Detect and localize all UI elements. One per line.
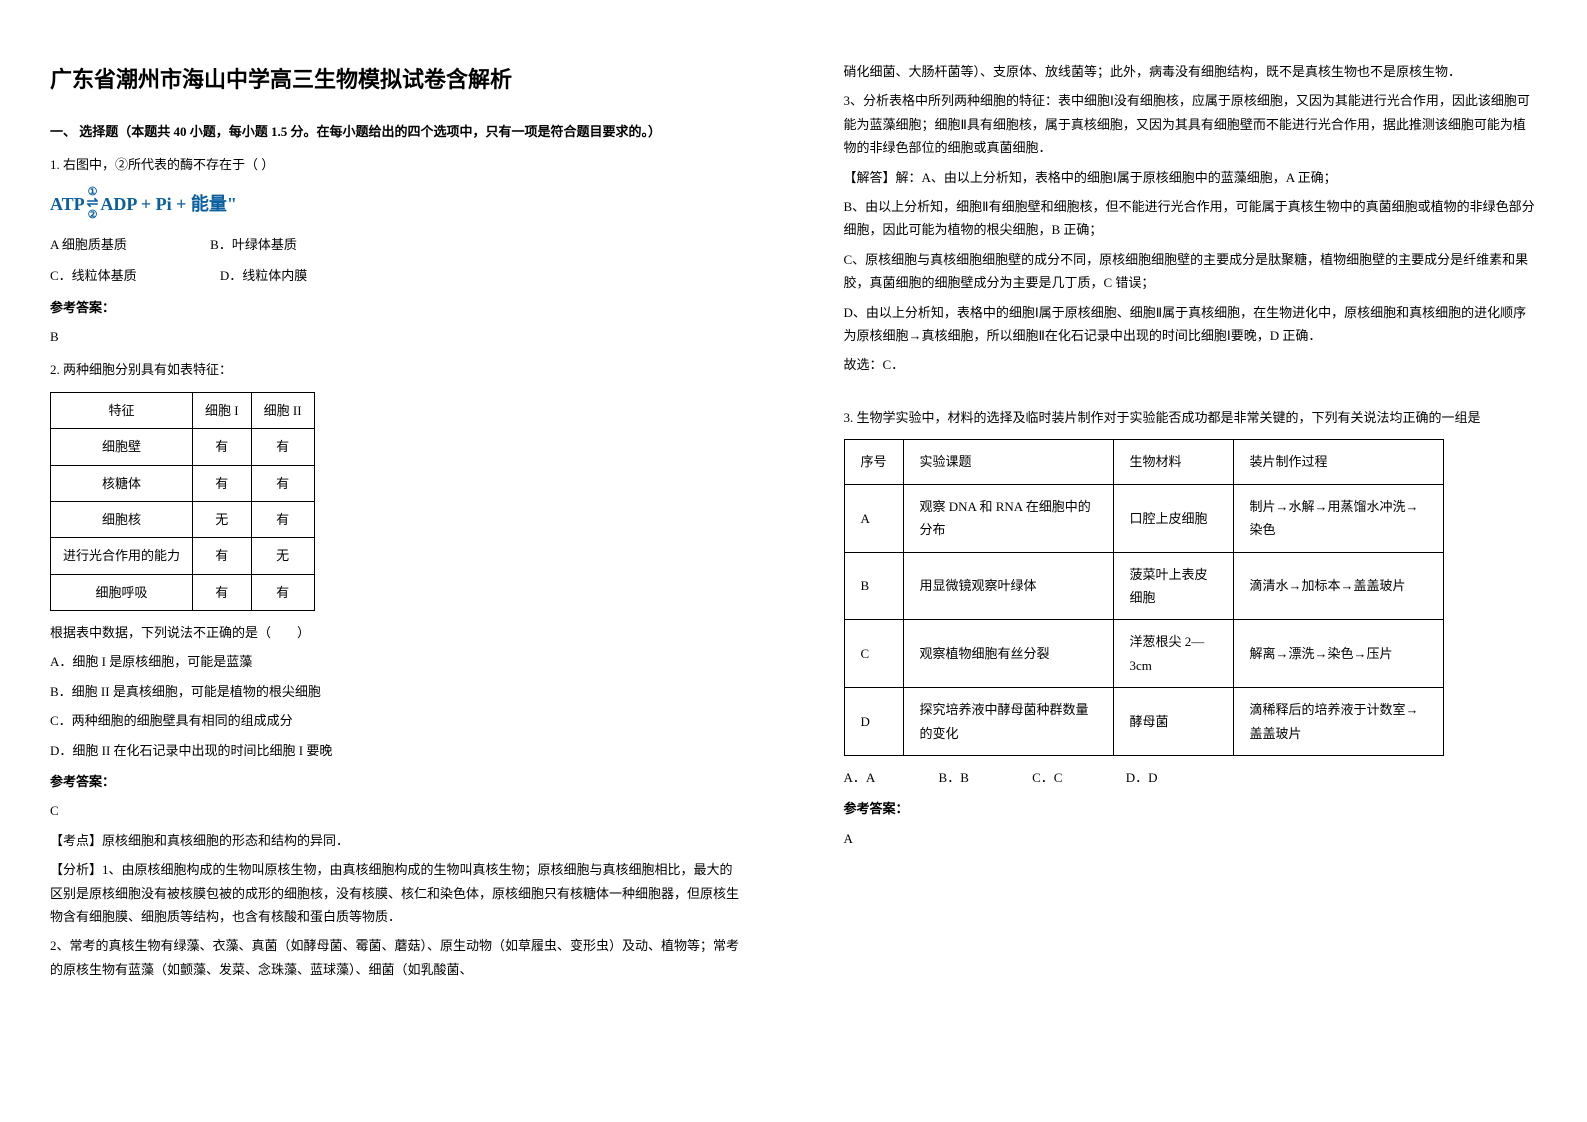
- q1-optD: D．线粒体内膜: [220, 264, 307, 287]
- table-cell: 有: [251, 574, 314, 610]
- q2-th2: 细胞 II: [251, 392, 314, 428]
- q2-stem: 2. 两种细胞分别具有如表特征：: [50, 358, 744, 381]
- col2-p5: C、原核细胞与真核细胞细胞壁的成分不同，原核细胞细胞壁的主要成分是肽聚糖，植物细…: [844, 248, 1538, 295]
- q1-stem: 1. 右图中，②所代表的酶不存在于（ ）: [50, 153, 744, 176]
- table-cell: 探究培养液中酵母菌种群数量的变化: [903, 688, 1113, 756]
- q2-th1: 细胞 I: [193, 392, 252, 428]
- q2-table: 特征 细胞 I 细胞 II 细胞壁有有 核糖体有有 细胞核无有 进行光合作用的能…: [50, 392, 315, 611]
- q1-optC: C．线粒体基质: [50, 264, 137, 287]
- table-cell: 无: [251, 538, 314, 574]
- q3-answer: A: [844, 827, 1538, 850]
- q3-optC: C．C: [1032, 766, 1062, 789]
- col2-p2: 3、分析表格中所列两种细胞的特征：表中细胞Ⅰ没有细胞核，应属于原核细胞，又因为其…: [844, 89, 1538, 159]
- q3-th0: 序号: [844, 440, 903, 484]
- table-cell: 口腔上皮细胞: [1113, 484, 1233, 552]
- q3-optA: A．A: [844, 766, 876, 789]
- table-cell: 解离→漂洗→染色→压片: [1233, 620, 1443, 688]
- table-cell: 细胞呼吸: [51, 574, 193, 610]
- table-cell: 有: [193, 574, 252, 610]
- table-cell: 有: [251, 465, 314, 501]
- table-cell: 滴稀释后的培养液于计数室→盖盖玻片: [1233, 688, 1443, 756]
- col2-p3: 【解答】解：A、由以上分析知，表格中的细胞Ⅰ属于原核细胞中的蓝藻细胞，A 正确；: [844, 166, 1538, 189]
- table-cell: 细胞壁: [51, 429, 193, 465]
- q2-explain1: 【考点】原核细胞和真核细胞的形态和结构的异同．: [50, 829, 744, 852]
- q1-formula: ATP ① ⇌ ② ADP + Pi + 能量": [50, 188, 744, 220]
- q1-answer-label: 参考答案：: [50, 296, 744, 319]
- formula-atp: ATP: [50, 188, 85, 220]
- table-cell: 有: [193, 465, 252, 501]
- q3-optB: B．B: [939, 766, 969, 789]
- left-column: 广东省潮州市海山中学高三生物模拟试卷含解析 一、 选择题（本题共 40 小题，每…: [0, 0, 794, 1122]
- q2-th0: 特征: [51, 392, 193, 428]
- q3-table: 序号 实验课题 生物材料 装片制作过程 A观察 DNA 和 RNA 在细胞中的分…: [844, 439, 1444, 756]
- col2-p6: D、由以上分析知，表格中的细胞Ⅰ属于原核细胞、细胞Ⅱ属于真核细胞，在生物进化中，…: [844, 301, 1538, 348]
- question-3: 3. 生物学实验中，材料的选择及临时装片制作对于实验能否成功都是非常关键的，下列…: [844, 406, 1538, 850]
- q3-th1: 实验课题: [903, 440, 1113, 484]
- q1-options: A 细胞质基质 B．叶绿体基质: [50, 233, 744, 256]
- table-cell: 洋葱根尖 2—3cm: [1113, 620, 1233, 688]
- question-1: 1. 右图中，②所代表的酶不存在于（ ） ATP ① ⇌ ② ADP + Pi …: [50, 153, 744, 348]
- table-cell: 进行光合作用的能力: [51, 538, 193, 574]
- table-cell: 滴清水→加标本→盖盖玻片: [1233, 552, 1443, 620]
- col2-p1: 硝化细菌、大肠杆菌等）、支原体、放线菌等；此外，病毒没有细胞结构，既不是真核生物…: [844, 60, 1538, 83]
- table-cell: C: [844, 620, 903, 688]
- q2-after-table: 根据表中数据，下列说法不正确的是（ ）: [50, 621, 744, 644]
- table-cell: 用显微镜观察叶绿体: [903, 552, 1113, 620]
- table-cell: 无: [193, 501, 252, 537]
- q2-optB: B．细胞 II 是真核细胞，可能是植物的根尖细胞: [50, 680, 744, 703]
- reaction-arrows-icon: ① ⇌ ②: [87, 188, 99, 220]
- q3-th2: 生物材料: [1113, 440, 1233, 484]
- q3-th3: 装片制作过程: [1233, 440, 1443, 484]
- q1-options-row2: C．线粒体基质 D．线粒体内膜: [50, 264, 744, 287]
- q2-optC: C．两种细胞的细胞壁具有相同的组成成分: [50, 709, 744, 732]
- col2-p7: 故选：C．: [844, 353, 1538, 376]
- table-cell: A: [844, 484, 903, 552]
- q2-answer-label: 参考答案：: [50, 770, 744, 793]
- table-cell: 制片→水解→用蒸馏水冲洗→染色: [1233, 484, 1443, 552]
- q2-optD: D．细胞 II 在化石记录中出现的时间比细胞 I 要晚: [50, 739, 744, 762]
- table-cell: 有: [193, 429, 252, 465]
- table-cell: 酵母菌: [1113, 688, 1233, 756]
- table-cell: 核糖体: [51, 465, 193, 501]
- col2-p4: B、由以上分析知，细胞Ⅱ有细胞壁和细胞核，但不能进行光合作用，可能属于真核生物中…: [844, 195, 1538, 242]
- document-title: 广东省潮州市海山中学高三生物模拟试卷含解析: [50, 60, 744, 100]
- q1-answer: B: [50, 325, 744, 348]
- question-2: 2. 两种细胞分别具有如表特征： 特征 细胞 I 细胞 II 细胞壁有有 核糖体…: [50, 358, 744, 981]
- q3-answer-label: 参考答案：: [844, 797, 1538, 820]
- q3-optD: D．D: [1126, 766, 1158, 789]
- table-cell: B: [844, 552, 903, 620]
- table-cell: D: [844, 688, 903, 756]
- q2-optA: A．细胞 I 是原核细胞，可能是蓝藻: [50, 650, 744, 673]
- q2-answer: C: [50, 799, 744, 822]
- table-cell: 有: [251, 501, 314, 537]
- q3-stem: 3. 生物学实验中，材料的选择及临时装片制作对于实验能否成功都是非常关键的，下列…: [844, 406, 1538, 429]
- q2-explain3: 2、常考的真核生物有绿藻、衣藻、真菌（如酵母菌、霉菌、蘑菇）、原生动物（如草履虫…: [50, 934, 744, 981]
- q3-options: A．A B．B C．C D．D: [844, 766, 1538, 789]
- table-cell: 有: [251, 429, 314, 465]
- right-column: 硝化细菌、大肠杆菌等）、支原体、放线菌等；此外，病毒没有细胞结构，既不是真核生物…: [794, 0, 1587, 1122]
- q1-optA: A 细胞质基质: [50, 233, 127, 256]
- table-cell: 观察 DNA 和 RNA 在细胞中的分布: [903, 484, 1113, 552]
- q1-optB: B．叶绿体基质: [210, 233, 297, 256]
- formula-circ2: ②: [88, 211, 98, 221]
- section-header: 一、 选择题（本题共 40 小题，每小题 1.5 分。在每小题给出的四个选项中，…: [50, 120, 744, 143]
- q2-explain2: 【分析】1、由原核细胞构成的生物叫原核生物，由真核细胞构成的生物叫真核生物；原核…: [50, 858, 744, 928]
- table-cell: 有: [193, 538, 252, 574]
- table-cell: 细胞核: [51, 501, 193, 537]
- table-cell: 观察植物细胞有丝分裂: [903, 620, 1113, 688]
- formula-right: ADP + Pi + 能量": [100, 188, 237, 220]
- table-cell: 菠菜叶上表皮细胞: [1113, 552, 1233, 620]
